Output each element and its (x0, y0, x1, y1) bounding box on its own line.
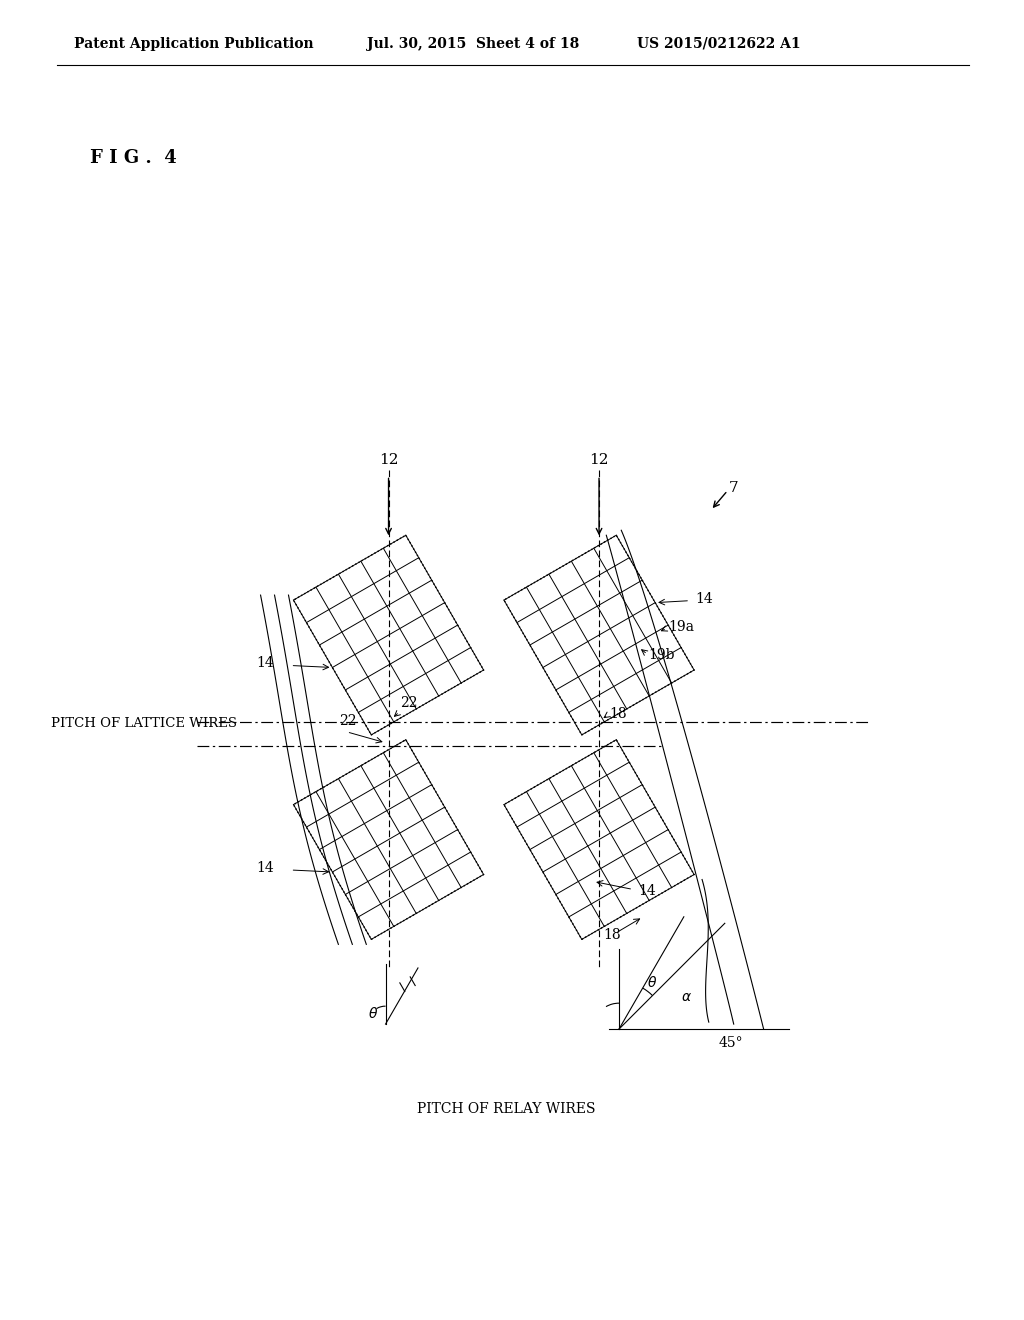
Text: Patent Application Publication: Patent Application Publication (75, 37, 314, 50)
Text: F I G .  4: F I G . 4 (90, 149, 177, 168)
Text: 18: 18 (609, 708, 627, 721)
Text: 14: 14 (257, 861, 274, 875)
Text: 14: 14 (638, 884, 656, 899)
Text: 14: 14 (695, 591, 713, 606)
Text: $\theta$: $\theta$ (368, 1006, 378, 1022)
Text: PITCH OF RELAY WIRES: PITCH OF RELAY WIRES (417, 1102, 596, 1115)
Text: 45°: 45° (719, 1036, 743, 1049)
Text: $\theta$: $\theta$ (647, 975, 657, 990)
Text: Jul. 30, 2015  Sheet 4 of 18: Jul. 30, 2015 Sheet 4 of 18 (367, 37, 579, 50)
Text: 14: 14 (257, 656, 274, 671)
Text: 18: 18 (603, 928, 621, 942)
Text: $\alpha$: $\alpha$ (681, 990, 692, 1005)
Text: 19b: 19b (648, 648, 675, 663)
Text: 12: 12 (589, 454, 609, 467)
Text: PITCH OF LATTICE WIRES: PITCH OF LATTICE WIRES (51, 717, 237, 730)
Text: US 2015/0212622 A1: US 2015/0212622 A1 (637, 37, 801, 50)
Text: 22: 22 (400, 696, 418, 710)
Text: 7: 7 (729, 482, 738, 495)
Text: 22: 22 (339, 714, 356, 727)
Text: 12: 12 (379, 454, 398, 467)
Text: 19a: 19a (668, 620, 694, 635)
